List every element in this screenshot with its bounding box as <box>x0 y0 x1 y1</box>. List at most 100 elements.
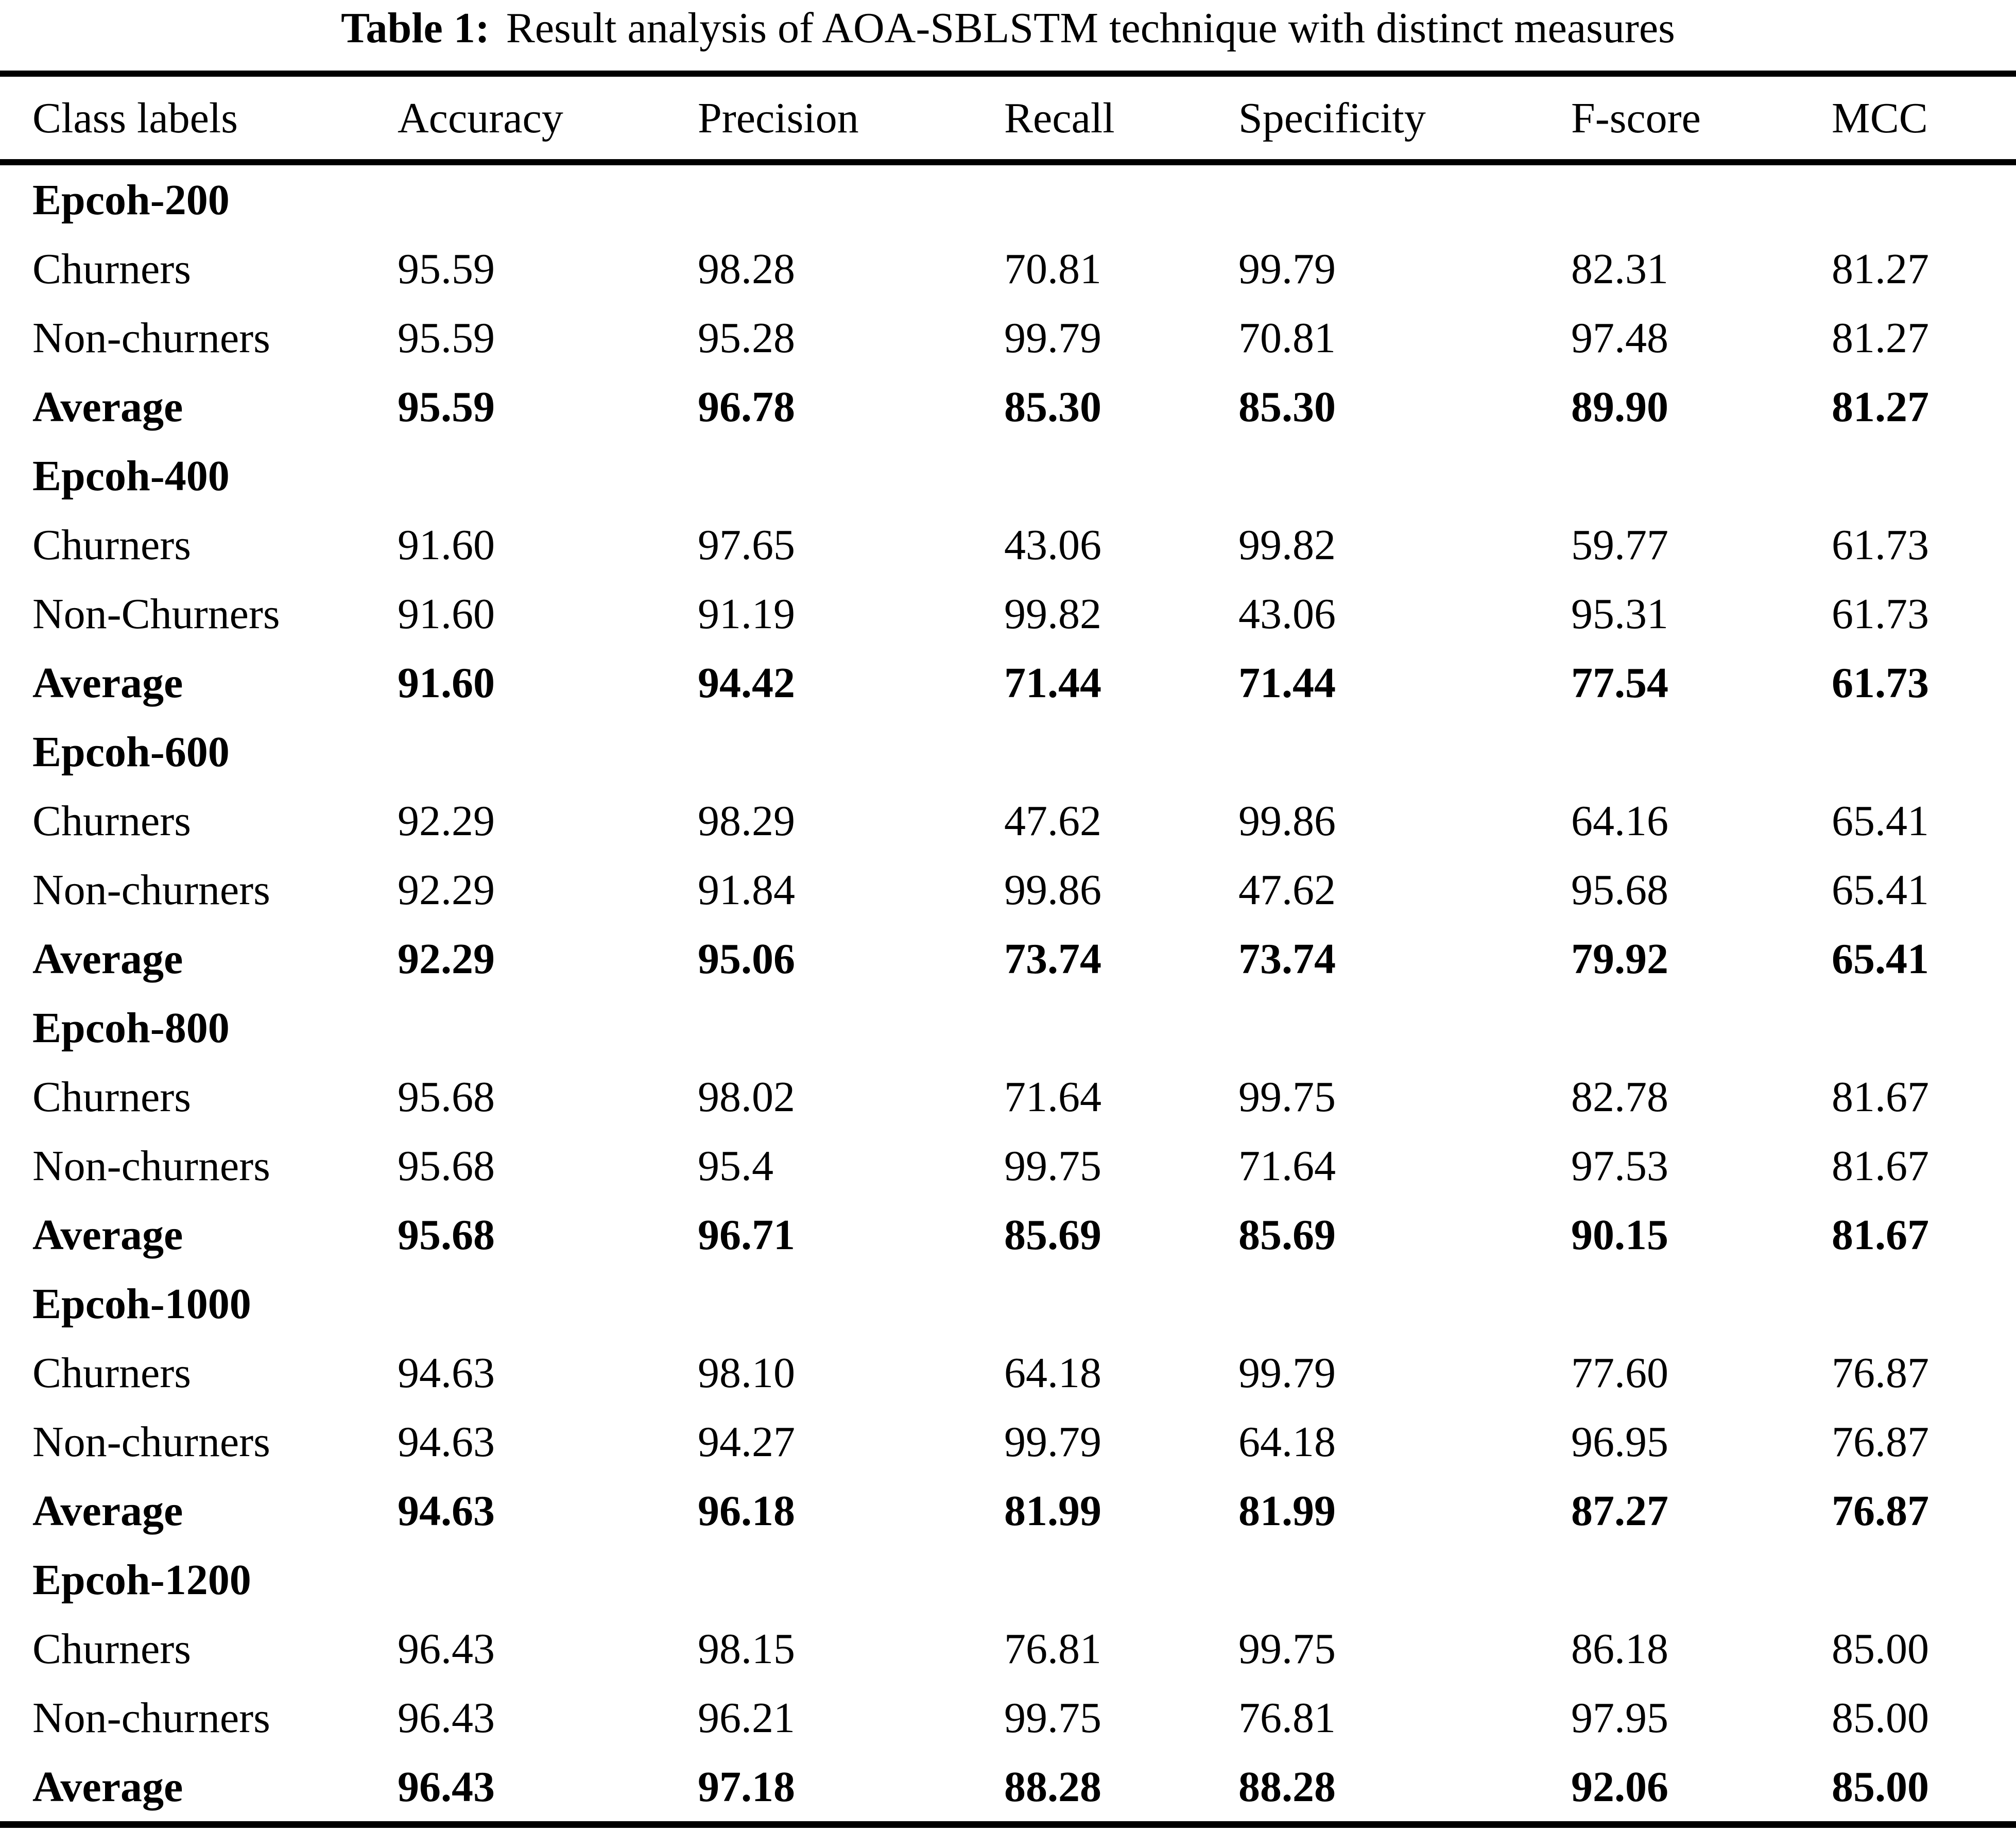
cell-specificity: 85.69 <box>1238 1211 1336 1259</box>
section-header-epcoh-800: Epcoh-800 <box>0 993 2016 1062</box>
cell-recall: 85.30 <box>1004 383 1101 431</box>
col-header-class-labels: Class labels <box>0 74 398 165</box>
cell-precision: 98.02 <box>698 1073 795 1121</box>
row-label: Churners <box>32 1349 191 1397</box>
cell-mcc: 65.41 <box>1832 935 1929 983</box>
average-row: Average 91.60 94.42 71.44 71.44 77.54 61… <box>0 648 2016 717</box>
average-row: Average 95.68 96.71 85.69 85.69 90.15 81… <box>0 1200 2016 1269</box>
table-row: Churners 96.43 98.15 76.81 99.75 86.18 8… <box>0 1614 2016 1683</box>
cell-accuracy: 94.63 <box>398 1349 495 1397</box>
section-title: Epcoh-1200 <box>32 1556 251 1604</box>
cell-mcc: 81.67 <box>1832 1073 1929 1121</box>
cell-f-score: 97.48 <box>1571 314 1668 362</box>
cell-mcc: 85.00 <box>1832 1762 1929 1811</box>
cell-recall: 64.18 <box>1004 1349 1101 1397</box>
section-header-epcoh-600: Epcoh-600 <box>0 717 2016 786</box>
cell-recall: 81.99 <box>1004 1487 1101 1535</box>
cell-accuracy: 95.68 <box>398 1073 495 1121</box>
cell-precision: 91.19 <box>698 590 795 638</box>
cell-accuracy: 96.43 <box>398 1762 495 1811</box>
cell-mcc: 85.00 <box>1832 1624 1929 1673</box>
row-label: Churners <box>32 521 191 569</box>
cell-mcc: 61.73 <box>1832 590 1929 638</box>
cell-f-score: 82.31 <box>1571 245 1668 293</box>
cell-f-score: 97.95 <box>1571 1693 1668 1742</box>
section-header-epcoh-400: Epcoh-400 <box>0 441 2016 510</box>
row-label: Non-churners <box>32 1693 270 1742</box>
cell-mcc: 81.27 <box>1832 245 1929 293</box>
cell-precision: 98.29 <box>698 797 795 845</box>
row-label: Average <box>32 1487 183 1535</box>
cell-mcc: 81.27 <box>1832 314 1929 362</box>
cell-accuracy: 95.68 <box>398 1211 495 1259</box>
table-row: Non-churners 96.43 96.21 99.75 76.81 97.… <box>0 1683 2016 1752</box>
cell-mcc: 65.41 <box>1832 866 1929 914</box>
table-row: Non-churners 92.29 91.84 99.86 47.62 95.… <box>0 855 2016 924</box>
row-label: Average <box>32 1211 183 1259</box>
table-caption-number: Table 1: <box>341 4 490 52</box>
row-label: Churners <box>32 1073 191 1121</box>
row-label: Churners <box>32 797 191 845</box>
cell-precision: 96.18 <box>698 1487 795 1535</box>
row-label: Non-churners <box>32 1142 270 1190</box>
cell-specificity: 73.74 <box>1238 935 1336 983</box>
table-caption-text: Result analysis of AOA-SBLSTM technique … <box>506 4 1675 52</box>
cell-precision: 96.21 <box>698 1693 795 1742</box>
cell-specificity: 81.99 <box>1238 1487 1336 1535</box>
cell-recall: 71.44 <box>1004 659 1101 707</box>
cell-precision: 95.4 <box>698 1142 773 1190</box>
cell-specificity: 85.30 <box>1238 383 1336 431</box>
cell-precision: 95.28 <box>698 314 795 362</box>
cell-mcc: 85.00 <box>1832 1693 1929 1742</box>
cell-recall: 99.82 <box>1004 590 1101 638</box>
cell-accuracy: 95.59 <box>398 245 495 293</box>
table-row: Churners 95.68 98.02 71.64 99.75 82.78 8… <box>0 1062 2016 1131</box>
cell-f-score: 77.54 <box>1571 659 1668 707</box>
row-label: Average <box>32 383 183 431</box>
cell-f-score: 95.31 <box>1571 590 1668 638</box>
cell-accuracy: 96.43 <box>398 1693 495 1742</box>
cell-precision: 98.15 <box>698 1624 795 1673</box>
cell-accuracy: 95.59 <box>398 314 495 362</box>
table-row: Churners 91.60 97.65 43.06 99.82 59.77 6… <box>0 510 2016 579</box>
cell-recall: 99.86 <box>1004 866 1101 914</box>
section-title: Epcoh-600 <box>32 728 230 776</box>
average-row: Average 92.29 95.06 73.74 73.74 79.92 65… <box>0 924 2016 993</box>
col-header-accuracy: Accuracy <box>398 74 698 165</box>
cell-accuracy: 95.59 <box>398 383 495 431</box>
results-table: Class labels Accuracy Precision Recall S… <box>0 71 2016 1828</box>
cell-mcc: 81.67 <box>1832 1211 1929 1259</box>
cell-precision: 95.06 <box>698 935 795 983</box>
cell-f-score: 64.16 <box>1571 797 1668 845</box>
row-label: Average <box>32 1762 183 1811</box>
table-row: Churners 95.59 98.28 70.81 99.79 82.31 8… <box>0 234 2016 303</box>
cell-recall: 73.74 <box>1004 935 1101 983</box>
cell-specificity: 76.81 <box>1238 1693 1336 1742</box>
cell-mcc: 61.73 <box>1832 521 1929 569</box>
cell-f-score: 86.18 <box>1571 1624 1668 1673</box>
cell-f-score: 89.90 <box>1571 383 1668 431</box>
row-label: Non-churners <box>32 866 270 914</box>
cell-precision: 97.65 <box>698 521 795 569</box>
cell-specificity: 64.18 <box>1238 1418 1336 1466</box>
cell-mcc: 81.67 <box>1832 1142 1929 1190</box>
cell-specificity: 47.62 <box>1238 866 1336 914</box>
cell-mcc: 76.87 <box>1832 1349 1929 1397</box>
cell-precision: 94.42 <box>698 659 795 707</box>
cell-accuracy: 95.68 <box>398 1142 495 1190</box>
cell-precision: 98.28 <box>698 245 795 293</box>
cell-accuracy: 94.63 <box>398 1487 495 1535</box>
section-header-epcoh-200: Epcoh-200 <box>0 162 2016 234</box>
cell-recall: 99.79 <box>1004 1418 1101 1466</box>
cell-mcc: 65.41 <box>1832 797 1929 845</box>
cell-specificity: 99.82 <box>1238 521 1336 569</box>
cell-f-score: 95.68 <box>1571 866 1668 914</box>
cell-f-score: 90.15 <box>1571 1211 1668 1259</box>
col-header-mcc: MCC <box>1832 74 2016 165</box>
header-row: Class labels Accuracy Precision Recall S… <box>0 74 2016 165</box>
cell-f-score: 92.06 <box>1571 1762 1668 1811</box>
cell-precision: 98.10 <box>698 1349 795 1397</box>
cell-f-score: 96.95 <box>1571 1418 1668 1466</box>
cell-specificity: 70.81 <box>1238 314 1336 362</box>
